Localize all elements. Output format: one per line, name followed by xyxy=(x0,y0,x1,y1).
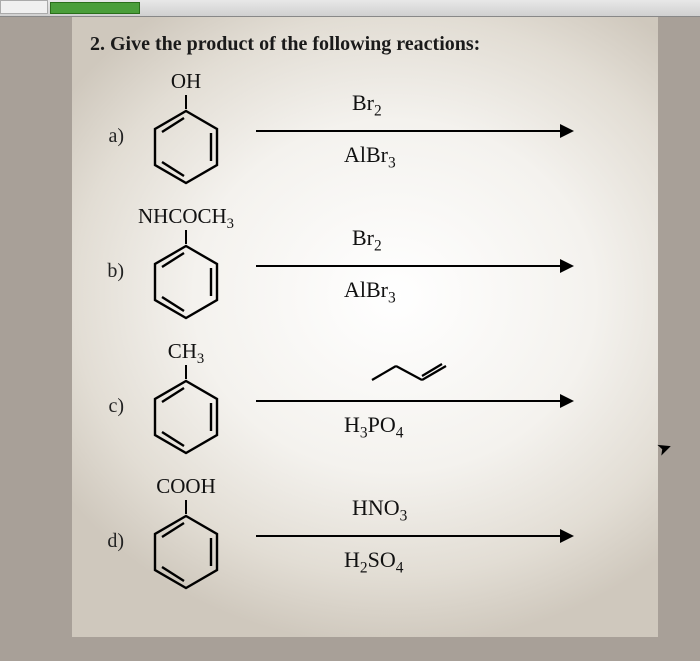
benzene-ring xyxy=(151,242,221,322)
benzene-ring xyxy=(151,377,221,457)
reagent-top: Br2 xyxy=(352,90,382,120)
arrow-head-icon xyxy=(560,259,574,273)
reaction-row: a) OH Br2 AlBr3 xyxy=(90,64,640,199)
reagent-bottom: H3PO4 xyxy=(344,412,403,442)
starting-material: OH xyxy=(136,67,236,197)
arrow-head-icon xyxy=(560,529,574,543)
reaction-row: c) CH3 H3PO4 xyxy=(90,334,640,469)
substituent-label: COOH xyxy=(156,474,216,499)
reagent-bottom: H2SO4 xyxy=(344,547,403,577)
reaction-arrow-zone: HNO3 H2SO4 xyxy=(256,491,640,601)
reaction-label: d) xyxy=(90,530,136,553)
substituent-label: OH xyxy=(171,69,201,94)
arrow-line xyxy=(256,265,566,267)
reactions-list: a) OH Br2 AlBr3 b) NHCOCH3 Br2 AlBr3 xyxy=(90,64,640,604)
document-page: 2. Give the product of the following rea… xyxy=(72,17,658,637)
starting-material: CH3 xyxy=(136,337,236,467)
reaction-arrow-zone: H3PO4 xyxy=(256,356,640,466)
reaction-label: c) xyxy=(90,395,136,418)
reaction-row: d) COOH HNO3 H2SO4 xyxy=(90,469,640,604)
reaction-arrow-zone: Br2 AlBr3 xyxy=(256,221,640,331)
question-number: 2. xyxy=(90,33,105,55)
starting-material: COOH xyxy=(136,472,236,602)
arrow-head-icon xyxy=(560,124,574,138)
arrow-head-icon xyxy=(560,394,574,408)
reaction-row: b) NHCOCH3 Br2 AlBr3 xyxy=(90,199,640,334)
arrow-line xyxy=(256,130,566,132)
question-heading: 2. Give the product of the following rea… xyxy=(90,33,640,56)
benzene-ring xyxy=(151,512,221,592)
url-box xyxy=(50,2,140,14)
reaction-label: a) xyxy=(90,125,136,148)
browser-toolbar xyxy=(0,0,700,17)
reagent-bottom: AlBr3 xyxy=(344,277,396,307)
alkene-reagent xyxy=(368,360,448,386)
reaction-arrow-zone: Br2 AlBr3 xyxy=(256,86,640,196)
benzene-ring xyxy=(151,107,221,187)
question-text: Give the product of the following reacti… xyxy=(110,33,480,55)
substituent-label: CH3 xyxy=(168,339,205,368)
reaction-label: b) xyxy=(90,260,136,283)
reagent-top: HNO3 xyxy=(352,495,407,525)
arrow-line xyxy=(256,400,566,402)
toolbar-fragment xyxy=(0,0,48,14)
arrow-line xyxy=(256,535,566,537)
reagent-top: Br2 xyxy=(352,225,382,255)
starting-material: NHCOCH3 xyxy=(136,202,236,332)
reagent-bottom: AlBr3 xyxy=(344,142,396,172)
substituent-label: NHCOCH3 xyxy=(138,204,234,233)
